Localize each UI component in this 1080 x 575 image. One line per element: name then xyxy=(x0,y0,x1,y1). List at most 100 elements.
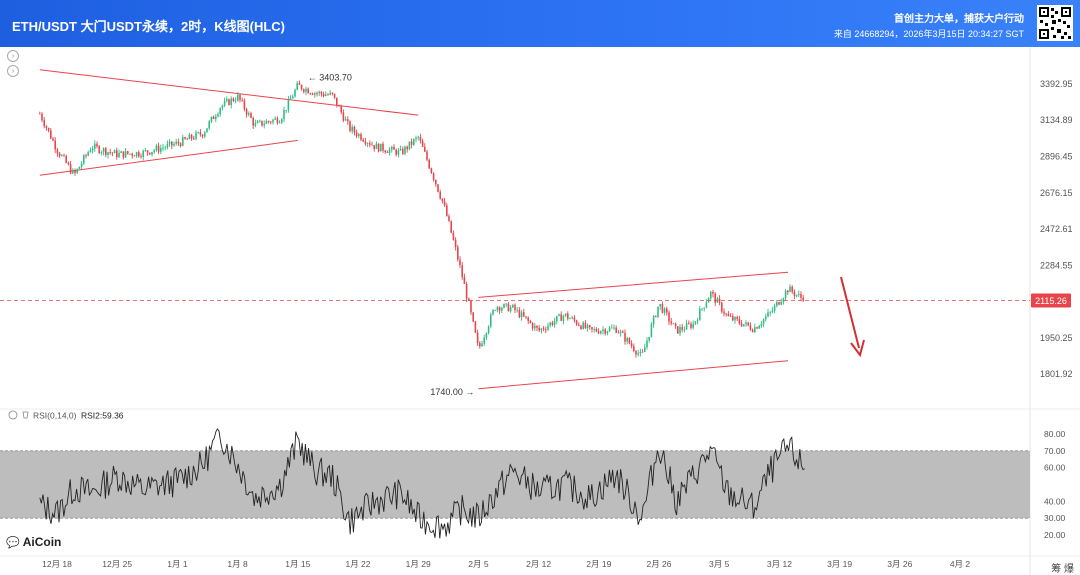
candle xyxy=(399,145,402,151)
candle xyxy=(485,332,488,340)
trendline-lower-right[interactable] xyxy=(478,360,789,390)
candle xyxy=(432,172,435,182)
candle xyxy=(776,300,778,308)
candle xyxy=(186,137,188,140)
rsi-series-line xyxy=(39,428,805,539)
low-annotation: 1740.00 → xyxy=(430,387,474,397)
candle xyxy=(395,148,397,157)
candle xyxy=(430,167,433,174)
candle xyxy=(782,297,785,305)
candle xyxy=(377,143,380,153)
candle xyxy=(628,337,631,345)
candle xyxy=(767,308,769,318)
rsi-legend-value: RSI2:59.36 xyxy=(81,411,124,421)
candle xyxy=(630,340,633,349)
candle xyxy=(723,308,725,317)
candle xyxy=(681,323,683,333)
promo-tagline: 首创主力大单，捕获大户行动 xyxy=(894,14,1024,25)
candle xyxy=(472,312,474,323)
candle xyxy=(355,129,358,139)
qr-code-icon[interactable] xyxy=(1037,5,1073,41)
candle xyxy=(173,141,175,147)
candle xyxy=(674,322,677,330)
chart-canvas[interactable]: 2115.26 ← 3403.70 1740.00 → 3392.95 3134.89… xyxy=(0,47,1080,575)
candle xyxy=(259,119,261,123)
candle xyxy=(118,149,120,158)
candle xyxy=(655,315,657,318)
current-price-label: 2115.26 xyxy=(1035,296,1067,306)
candle xyxy=(380,143,382,152)
candle xyxy=(155,143,158,152)
candle xyxy=(501,306,503,314)
candle xyxy=(666,306,668,316)
candle xyxy=(175,138,177,146)
candle xyxy=(76,168,78,174)
candle xyxy=(43,117,45,129)
zoom-controls: › › xyxy=(7,50,19,80)
candle xyxy=(575,319,578,326)
x-tick-label: 2月 12 xyxy=(526,559,551,569)
candle xyxy=(534,322,536,332)
candle xyxy=(463,273,466,285)
candle xyxy=(248,111,250,117)
candle xyxy=(406,145,408,153)
candle xyxy=(98,145,100,155)
candle xyxy=(734,316,736,324)
candle xyxy=(639,348,642,357)
expand-icon[interactable]: › xyxy=(7,50,19,62)
candle xyxy=(437,184,439,193)
candle xyxy=(353,125,356,136)
candle xyxy=(263,120,265,129)
candle xyxy=(243,98,246,112)
indicator-lock-icon[interactable] xyxy=(22,411,29,419)
candle xyxy=(661,301,664,314)
candle xyxy=(481,340,483,347)
candle xyxy=(80,160,83,170)
candle xyxy=(754,323,756,334)
candle xyxy=(210,116,213,123)
source-meta: 来自 24668294，2026年3月15日 20:34:27 SGT xyxy=(833,29,1024,39)
candle xyxy=(109,148,111,155)
bottom-right-tools[interactable]: 筹 爆 xyxy=(1051,564,1074,575)
candle xyxy=(195,130,197,141)
candle xyxy=(635,350,637,358)
candle xyxy=(127,150,129,155)
trendline-upper-right[interactable] xyxy=(478,271,789,298)
candle xyxy=(135,151,138,158)
candle xyxy=(428,158,430,170)
indicator-settings-icon[interactable] xyxy=(8,410,18,420)
collapse-icon[interactable]: › xyxy=(7,65,19,77)
candle xyxy=(252,116,254,129)
rsi-legend: RSI(0,14,0) RSI2:59.36 xyxy=(8,410,124,421)
candle xyxy=(408,141,411,151)
candle xyxy=(615,325,617,334)
candle xyxy=(745,320,747,327)
candle xyxy=(558,313,560,317)
trendline-upper-left[interactable] xyxy=(39,69,419,116)
candle xyxy=(531,321,534,331)
candle xyxy=(571,315,573,320)
candle xyxy=(254,119,257,128)
candle xyxy=(391,145,393,153)
candle xyxy=(751,328,754,333)
candle xyxy=(659,303,661,310)
candle xyxy=(162,144,164,152)
candle xyxy=(677,326,679,335)
candle xyxy=(567,311,569,321)
candle xyxy=(404,145,406,156)
candle xyxy=(94,140,96,152)
x-tick-label: 2月 19 xyxy=(586,559,611,569)
candle xyxy=(364,137,367,146)
candle xyxy=(287,95,290,113)
rsi-y-tick-label: 30.00 xyxy=(1044,513,1066,523)
rsi-band xyxy=(0,450,1030,519)
candle xyxy=(146,150,149,156)
candle xyxy=(778,301,780,306)
x-tick-label: 3月 26 xyxy=(887,559,912,569)
candle xyxy=(800,291,802,301)
candle xyxy=(435,179,437,187)
candle xyxy=(307,87,309,94)
candle xyxy=(701,307,703,312)
trendline-lower-left[interactable] xyxy=(39,139,298,176)
candle xyxy=(230,96,232,109)
